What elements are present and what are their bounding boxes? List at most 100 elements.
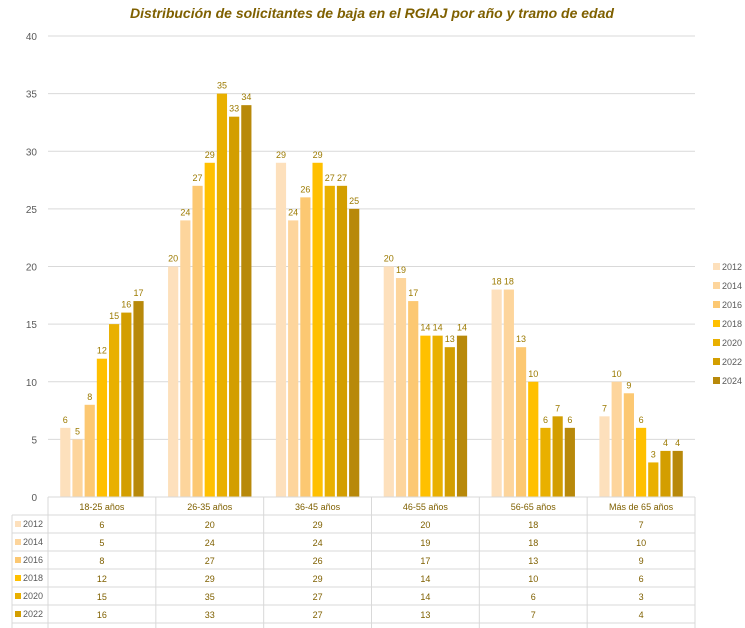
data-label: 29 [276, 150, 286, 160]
data-label: 25 [349, 196, 359, 206]
chart-title: Distribución de solicitantes de baja en … [130, 5, 614, 21]
data-label: 9 [626, 380, 631, 390]
data-label: 4 [675, 438, 680, 448]
bar-2018 [635, 427, 647, 497]
data-label: 35 [217, 81, 227, 91]
table-legend-key [15, 593, 21, 599]
y-tick-label: 15 [26, 320, 38, 331]
table-cell: 27 [313, 610, 323, 620]
table-cell: 27 [313, 592, 323, 602]
table-legend-key [15, 539, 21, 545]
data-label: 19 [396, 265, 406, 275]
data-label: 6 [63, 415, 68, 425]
bar-2022 [552, 416, 563, 497]
bar-2020 [432, 335, 443, 497]
legend-label: 2016 [722, 300, 742, 310]
table-series-label: 2018 [23, 573, 43, 583]
data-label: 20 [384, 254, 394, 264]
bar-2014 [180, 220, 191, 497]
y-tick-label: 5 [31, 435, 37, 446]
bar-2022 [444, 347, 455, 497]
bar-2014 [611, 381, 622, 497]
bar-2018 [204, 162, 215, 497]
bar-2014 [503, 289, 514, 497]
y-tick-label: 20 [26, 263, 38, 274]
x-category-label: Más de 65 años [609, 502, 674, 512]
table-cell: 18 [528, 538, 538, 548]
x-category-label: 36-45 años [295, 502, 341, 512]
data-label: 27 [337, 173, 347, 183]
y-tick-label: 0 [31, 493, 37, 504]
legend-key [713, 301, 720, 308]
bar-2016 [300, 197, 311, 497]
bar-2020 [324, 185, 335, 497]
bar-2012 [60, 427, 71, 497]
table-cell: 16 [97, 610, 107, 620]
table-series-label: 2014 [23, 537, 43, 547]
bar-2016 [84, 404, 95, 497]
legend-label: 2024 [722, 376, 742, 386]
data-label: 14 [420, 323, 430, 333]
data-label: 17 [134, 288, 144, 298]
legend-label: 2022 [722, 357, 742, 367]
table-cell: 13 [528, 556, 538, 566]
table-cell: 14 [420, 592, 430, 602]
bar-2024 [133, 301, 144, 497]
data-label: 27 [325, 173, 335, 183]
data-label: 3 [651, 449, 656, 459]
legend-key [713, 358, 720, 365]
table-cell: 24 [205, 538, 215, 548]
legend-key [713, 282, 720, 289]
data-label: 17 [408, 288, 418, 298]
bar-2016 [623, 393, 634, 497]
bar-2014 [288, 220, 299, 497]
table-cell: 15 [97, 592, 107, 602]
table-legend-key [15, 521, 21, 527]
data-label: 5 [75, 426, 80, 436]
table-cell: 20 [420, 520, 430, 530]
data-label: 15 [109, 311, 119, 321]
table-legend-key [15, 611, 21, 617]
data-label: 18 [504, 277, 514, 287]
table-cell: 17 [420, 556, 430, 566]
bar-2016 [408, 301, 419, 497]
data-label: 10 [528, 369, 538, 379]
data-label: 26 [300, 184, 310, 194]
bar-2020 [648, 462, 659, 497]
data-label: 20 [168, 254, 178, 264]
bar-2012 [168, 266, 179, 497]
bar-2014 [72, 439, 83, 497]
data-label: 13 [516, 334, 526, 344]
table-cell: 6 [639, 574, 644, 584]
table-series-label: 2016 [23, 555, 43, 565]
table-cell: 9 [639, 556, 644, 566]
table-cell: 8 [99, 556, 104, 566]
table-cell: 5 [99, 538, 104, 548]
data-label: 24 [180, 207, 190, 217]
bar-2016 [192, 185, 203, 497]
data-label: 29 [313, 150, 323, 160]
legend-key [713, 377, 720, 384]
data-label: 6 [567, 415, 572, 425]
bar-2020 [540, 427, 551, 497]
table-series-label: 2020 [23, 591, 43, 601]
y-tick-label: 40 [26, 32, 38, 43]
table-cell: 27 [205, 556, 215, 566]
table-cell: 35 [205, 592, 215, 602]
legend-key [713, 339, 720, 346]
x-category-label: 46-55 años [403, 502, 449, 512]
data-label: 7 [555, 403, 560, 413]
legend-label: 2020 [722, 338, 742, 348]
y-tick-label: 30 [26, 147, 38, 158]
table-cell: 10 [528, 574, 538, 584]
table-cell: 26 [313, 556, 323, 566]
table-cell: 19 [420, 538, 430, 548]
data-label: 7 [602, 403, 607, 413]
bar-2022 [229, 116, 240, 498]
bar-2014 [395, 278, 407, 497]
data-label: 16 [121, 300, 131, 310]
table-cell: 7 [639, 520, 644, 530]
bar-2024 [456, 335, 468, 497]
table-cell: 3 [639, 592, 644, 602]
